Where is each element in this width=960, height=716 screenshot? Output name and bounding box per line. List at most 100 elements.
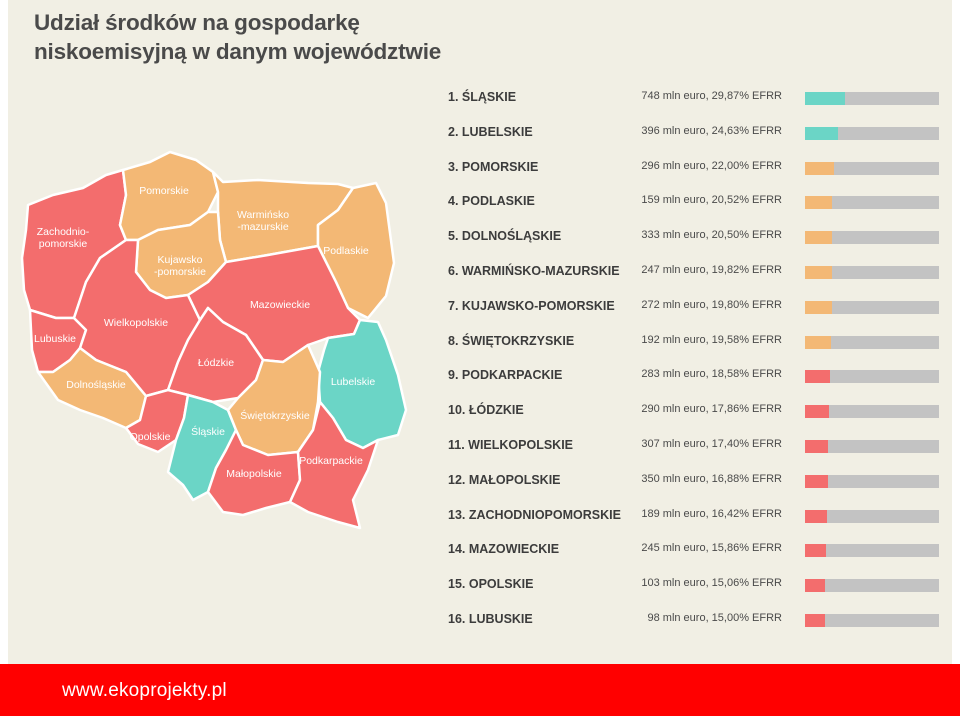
region-malopolskie bbox=[206, 428, 302, 517]
region-name-label: 16. LUBUSKIE bbox=[448, 612, 533, 626]
share-bar bbox=[805, 300, 832, 314]
region-opolskie bbox=[124, 388, 190, 454]
ranking-row: 13. ZACHODNIOPOMORSKIE 189 mln euro, 16,4… bbox=[8, 504, 952, 528]
poland-voivodeship-map: Zachodnio-pomorskie Pomorskie Warmińsko -ma… bbox=[20, 150, 408, 530]
ranking-row: 6. WARMIŃSKO-MAZURSKIE 247 mln euro, 19,8… bbox=[8, 260, 952, 284]
region-label-podkarpackie: Podkarpackie bbox=[299, 455, 363, 467]
share-bar bbox=[805, 126, 838, 140]
share-bar-track bbox=[805, 405, 939, 419]
footer-bar: www.ekoprojekty.pl bbox=[0, 664, 960, 716]
share-bar bbox=[805, 335, 831, 349]
share-bar bbox=[805, 509, 827, 523]
funding-value-label: 290 mln euro, 17,86% EFRR bbox=[641, 403, 782, 416]
ranking-row: 12. MAŁOPOLSKIE 350 mln euro, 16,88% EFRR bbox=[8, 469, 952, 493]
region-label-lubelskie: Lubelskie bbox=[331, 376, 376, 388]
region-label-opolskie: Opolskie bbox=[130, 431, 171, 443]
share-bar bbox=[805, 370, 830, 384]
region-label-warminsko-mazurskie: Warmińsko -mazurskie bbox=[237, 209, 289, 233]
share-bar-track bbox=[805, 196, 939, 210]
ranking-row: 7. KUJAWSKO-POMORSKIE 272 mln euro, 19,80… bbox=[8, 295, 952, 319]
ranking-row: 15. OPOLSKIE 103 mln euro, 15,06% EFRR bbox=[8, 573, 952, 597]
ranking-row: 4. PODLASKIE 159 mln euro, 20,52% EFRR bbox=[8, 190, 952, 214]
share-bar-track bbox=[805, 509, 939, 523]
share-bar bbox=[805, 92, 845, 105]
share-bar-track bbox=[805, 370, 939, 384]
ranking-row: 2. LUBELSKIE 396 mln euro, 24,63% EFRR bbox=[8, 121, 952, 145]
region-name-label: 6. WARMIŃSKO-MAZURSKIE bbox=[448, 264, 620, 278]
region-label-wielkopolskie: Wielkopolskie bbox=[104, 317, 168, 329]
region-name-label: 3. POMORSKIE bbox=[448, 159, 539, 174]
region-label-slaskie: Śląskie bbox=[191, 425, 225, 438]
funding-value-label: 272 mln euro, 19,80% EFRR bbox=[641, 298, 782, 311]
region-label-dolnoslaskie: Dolnośląskie bbox=[66, 379, 126, 391]
funding-value-label: 396 mln euro, 24,63% EFRR bbox=[641, 124, 782, 137]
funding-value-label: 189 mln euro, 16,42% EFRR bbox=[641, 507, 782, 520]
share-bar-track bbox=[805, 161, 939, 175]
share-bar-track bbox=[805, 126, 939, 140]
region-name-label: 13. ZACHODNIOPOMORSKIE bbox=[448, 507, 621, 522]
region-name-label: 7. KUJAWSKO-POMORSKIE bbox=[448, 298, 615, 313]
share-bar bbox=[805, 474, 828, 488]
infographic-title: Udział środków na gospodarkę niskoemisyj… bbox=[34, 10, 442, 64]
share-bar-track bbox=[805, 544, 939, 558]
share-bar bbox=[805, 440, 828, 453]
funding-value-label: 307 mln euro, 17,40% EFRR bbox=[641, 438, 782, 450]
funding-value-label: 192 mln euro, 19,58% EFRR bbox=[641, 333, 782, 346]
region-name-label: 10. ŁÓDZKIE bbox=[448, 403, 524, 418]
ranking-row: 16. LUBUSKIE 98 mln euro, 15,00% EFRR bbox=[8, 608, 952, 632]
share-bar-track bbox=[805, 440, 939, 453]
region-name-label: 11. WIELKOPOLSKIE bbox=[448, 438, 574, 452]
funding-value-label: 247 mln euro, 19,82% EFRR bbox=[641, 264, 782, 276]
funding-value-label: 333 mln euro, 20,50% EFRR bbox=[641, 229, 782, 242]
region-name-label: 4. PODLASKIE bbox=[448, 194, 535, 209]
share-bar-track bbox=[805, 614, 939, 627]
share-bar bbox=[805, 405, 829, 419]
funding-value-label: 98 mln euro, 15,00% EFRR bbox=[647, 612, 782, 624]
region-name-label: 15. OPOLSKIE bbox=[448, 577, 534, 592]
region-name-label: 1. ŚLĄSKIE bbox=[448, 90, 517, 104]
region-label-mazowieckie: Mazowieckie bbox=[250, 299, 310, 311]
share-bar bbox=[805, 579, 825, 593]
ranking-row: 14. MAZOWIECKIE 245 mln euro, 15,86% EFRR bbox=[8, 538, 952, 562]
ranking-row: 1. ŚLĄSKIE 748 mln euro, 29,87% EFRR bbox=[8, 86, 952, 110]
funding-value-label: 296 mln euro, 22,00% EFRR bbox=[641, 159, 782, 172]
share-bar bbox=[805, 231, 832, 245]
region-label-lubuskie: Lubuskie bbox=[34, 333, 76, 345]
region-podlaskie bbox=[316, 181, 396, 320]
ranking-row: 11. WIELKOPOLSKIE 307 mln euro, 17,40% EF… bbox=[8, 434, 952, 458]
website-url: www.ekoprojekty.pl bbox=[62, 680, 227, 701]
region-label-podlaskie: Podlaskie bbox=[323, 245, 369, 257]
region-label-pomorskie: Pomorskie bbox=[139, 185, 189, 197]
funding-value-label: 245 mln euro, 15,86% EFRR bbox=[641, 542, 782, 555]
share-bar-track bbox=[805, 266, 939, 279]
region-name-label: 12. MAŁOPOLSKIE bbox=[448, 472, 561, 487]
share-bar bbox=[805, 161, 834, 175]
region-label-malopolskie: Małopolskie bbox=[226, 468, 282, 480]
share-bar bbox=[805, 196, 832, 210]
funding-value-label: 159 mln euro, 20,52% EFRR bbox=[641, 194, 782, 207]
region-name-label: 8. ŚWIĘTOKRZYSKIE bbox=[448, 333, 575, 348]
region-name-label: 9. PODKARPACKIE bbox=[448, 368, 563, 383]
region-podkarpackie bbox=[288, 400, 380, 530]
share-bar bbox=[805, 544, 826, 558]
share-bar bbox=[805, 266, 832, 279]
share-bar-track bbox=[805, 231, 939, 245]
region-name-label: 2. LUBELSKIE bbox=[448, 124, 533, 139]
share-bar bbox=[805, 614, 825, 627]
region-label-swietokrzyskie: Świętokrzyskie bbox=[240, 409, 310, 422]
share-bar-track bbox=[805, 92, 939, 105]
share-bar-track bbox=[805, 474, 939, 488]
ranking-bar-chart: 1. ŚLĄSKIE 748 mln euro, 29,87% EFRR 2. LU… bbox=[8, 0, 952, 664]
share-bar-track bbox=[805, 335, 939, 349]
share-bar-track bbox=[805, 579, 939, 593]
share-bar-track bbox=[805, 300, 939, 314]
region-label-zachodniopomorskie: Zachodnio-pomorskie bbox=[37, 226, 90, 250]
funding-value-label: 283 mln euro, 18,58% EFRR bbox=[641, 368, 782, 381]
ranking-row: 3. POMORSKIE 296 mln euro, 22,00% EFRR bbox=[8, 156, 952, 180]
infographic-panel: Zachodnio-pomorskie Pomorskie Warmińsko -ma… bbox=[8, 0, 952, 664]
ranking-row: 9. PODKARPACKIE 283 mln euro, 18,58% EFRR bbox=[8, 364, 952, 388]
funding-value-label: 103 mln euro, 15,06% EFRR bbox=[641, 577, 782, 590]
ranking-row: 10. ŁÓDZKIE 290 mln euro, 17,86% EFRR bbox=[8, 399, 952, 423]
ranking-row: 8. ŚWIĘTOKRZYSKIE 192 mln euro, 19,58% EF… bbox=[8, 330, 952, 354]
ranking-row: 5. DOLNOŚLĄSKIE 333 mln euro, 20,50% EFRR bbox=[8, 225, 952, 249]
